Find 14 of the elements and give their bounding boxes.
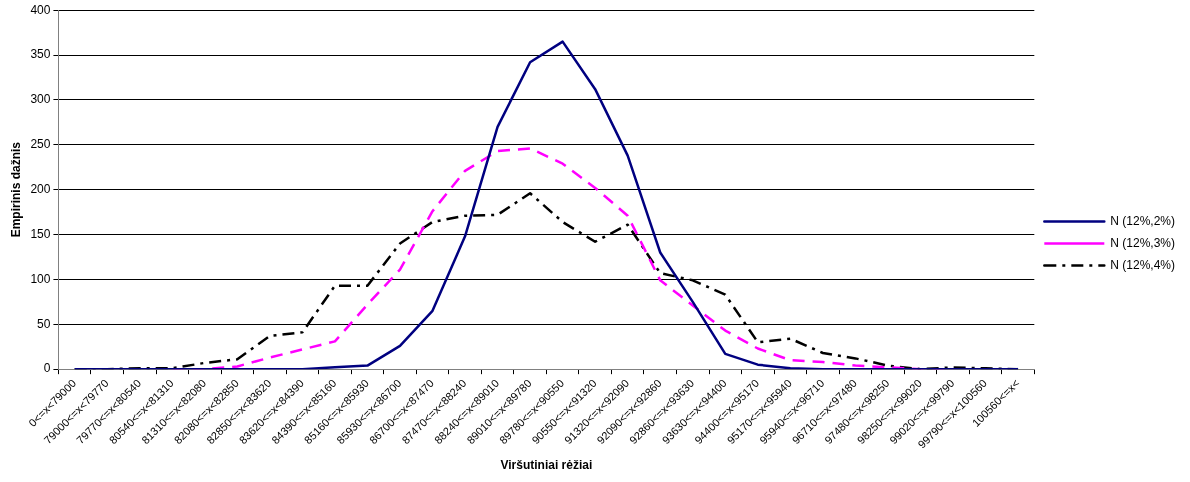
y-axis-title: Empirinis dažnis bbox=[8, 141, 23, 238]
y-tick-label: 250 bbox=[30, 137, 51, 152]
y-tick-label: 200 bbox=[30, 182, 51, 196]
y-tick-label: 150 bbox=[30, 226, 51, 241]
y-tick-label: 100 bbox=[30, 271, 51, 286]
x-axis-title: Viršutiniai rėžiai bbox=[500, 458, 593, 473]
legend-label: N (12%,3%) bbox=[1110, 235, 1175, 250]
y-tick-label: 0 bbox=[43, 361, 51, 376]
legend-label: N (12%,2%) bbox=[1110, 213, 1175, 228]
y-tick-label: 350 bbox=[30, 47, 51, 62]
y-tick-label: 300 bbox=[30, 92, 51, 107]
y-tick-label: 50 bbox=[37, 316, 51, 331]
y-tick-label: 400 bbox=[30, 2, 51, 17]
legend-label: N (12%,4%) bbox=[1110, 257, 1175, 272]
